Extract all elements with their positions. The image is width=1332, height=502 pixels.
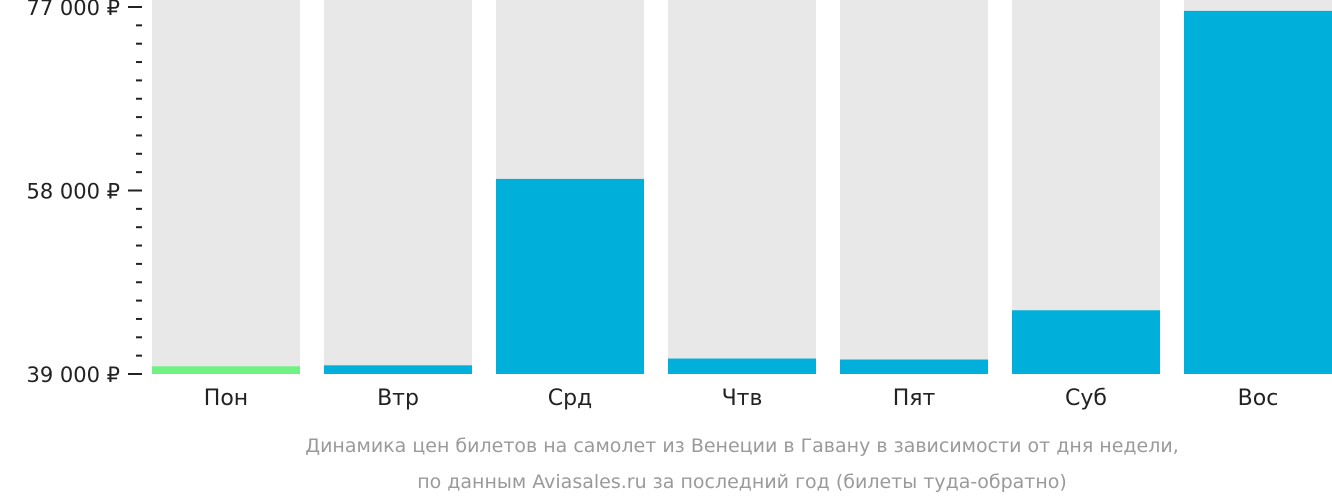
bar-3[interactable] <box>496 178 644 374</box>
x-tick-label: Пон <box>204 386 248 411</box>
x-axis-labels: Пон Втр Срд Чтв Пят Суб Вос <box>204 386 1279 411</box>
chart-caption: Динамика цен билетов на самолет из Венец… <box>305 435 1179 493</box>
x-tick-label: Чтв <box>722 386 763 411</box>
y-axis: 39 000 ₽ 58 000 ₽ 77 000 ₽ <box>26 0 142 387</box>
y-tick-label: 39 000 ₽ <box>26 363 120 387</box>
bar-track <box>840 0 988 374</box>
caption-line-2: по данным Aviasales.ru за последний год … <box>417 471 1067 493</box>
bar-track <box>668 0 816 374</box>
bar-6[interactable] <box>1012 310 1160 374</box>
caption-line-1: Динамика цен билетов на самолет из Венец… <box>305 435 1179 457</box>
x-tick-label: Суб <box>1065 386 1107 411</box>
bar-track <box>152 0 300 374</box>
bar-4[interactable] <box>668 358 816 374</box>
y-tick-label: 58 000 ₽ <box>26 180 120 204</box>
y-tick-label: 77 000 ₽ <box>26 0 120 20</box>
bar-7[interactable] <box>1184 10 1332 374</box>
x-tick-label: Втр <box>377 386 419 411</box>
x-tick-label: Вос <box>1238 386 1279 411</box>
bar-1[interactable] <box>152 366 300 374</box>
bars <box>152 0 1332 374</box>
x-tick-label: Срд <box>548 386 593 411</box>
x-tick-label: Пят <box>893 386 936 411</box>
bar-2[interactable] <box>324 365 472 374</box>
bar-track <box>324 0 472 374</box>
bar-5[interactable] <box>840 359 988 374</box>
